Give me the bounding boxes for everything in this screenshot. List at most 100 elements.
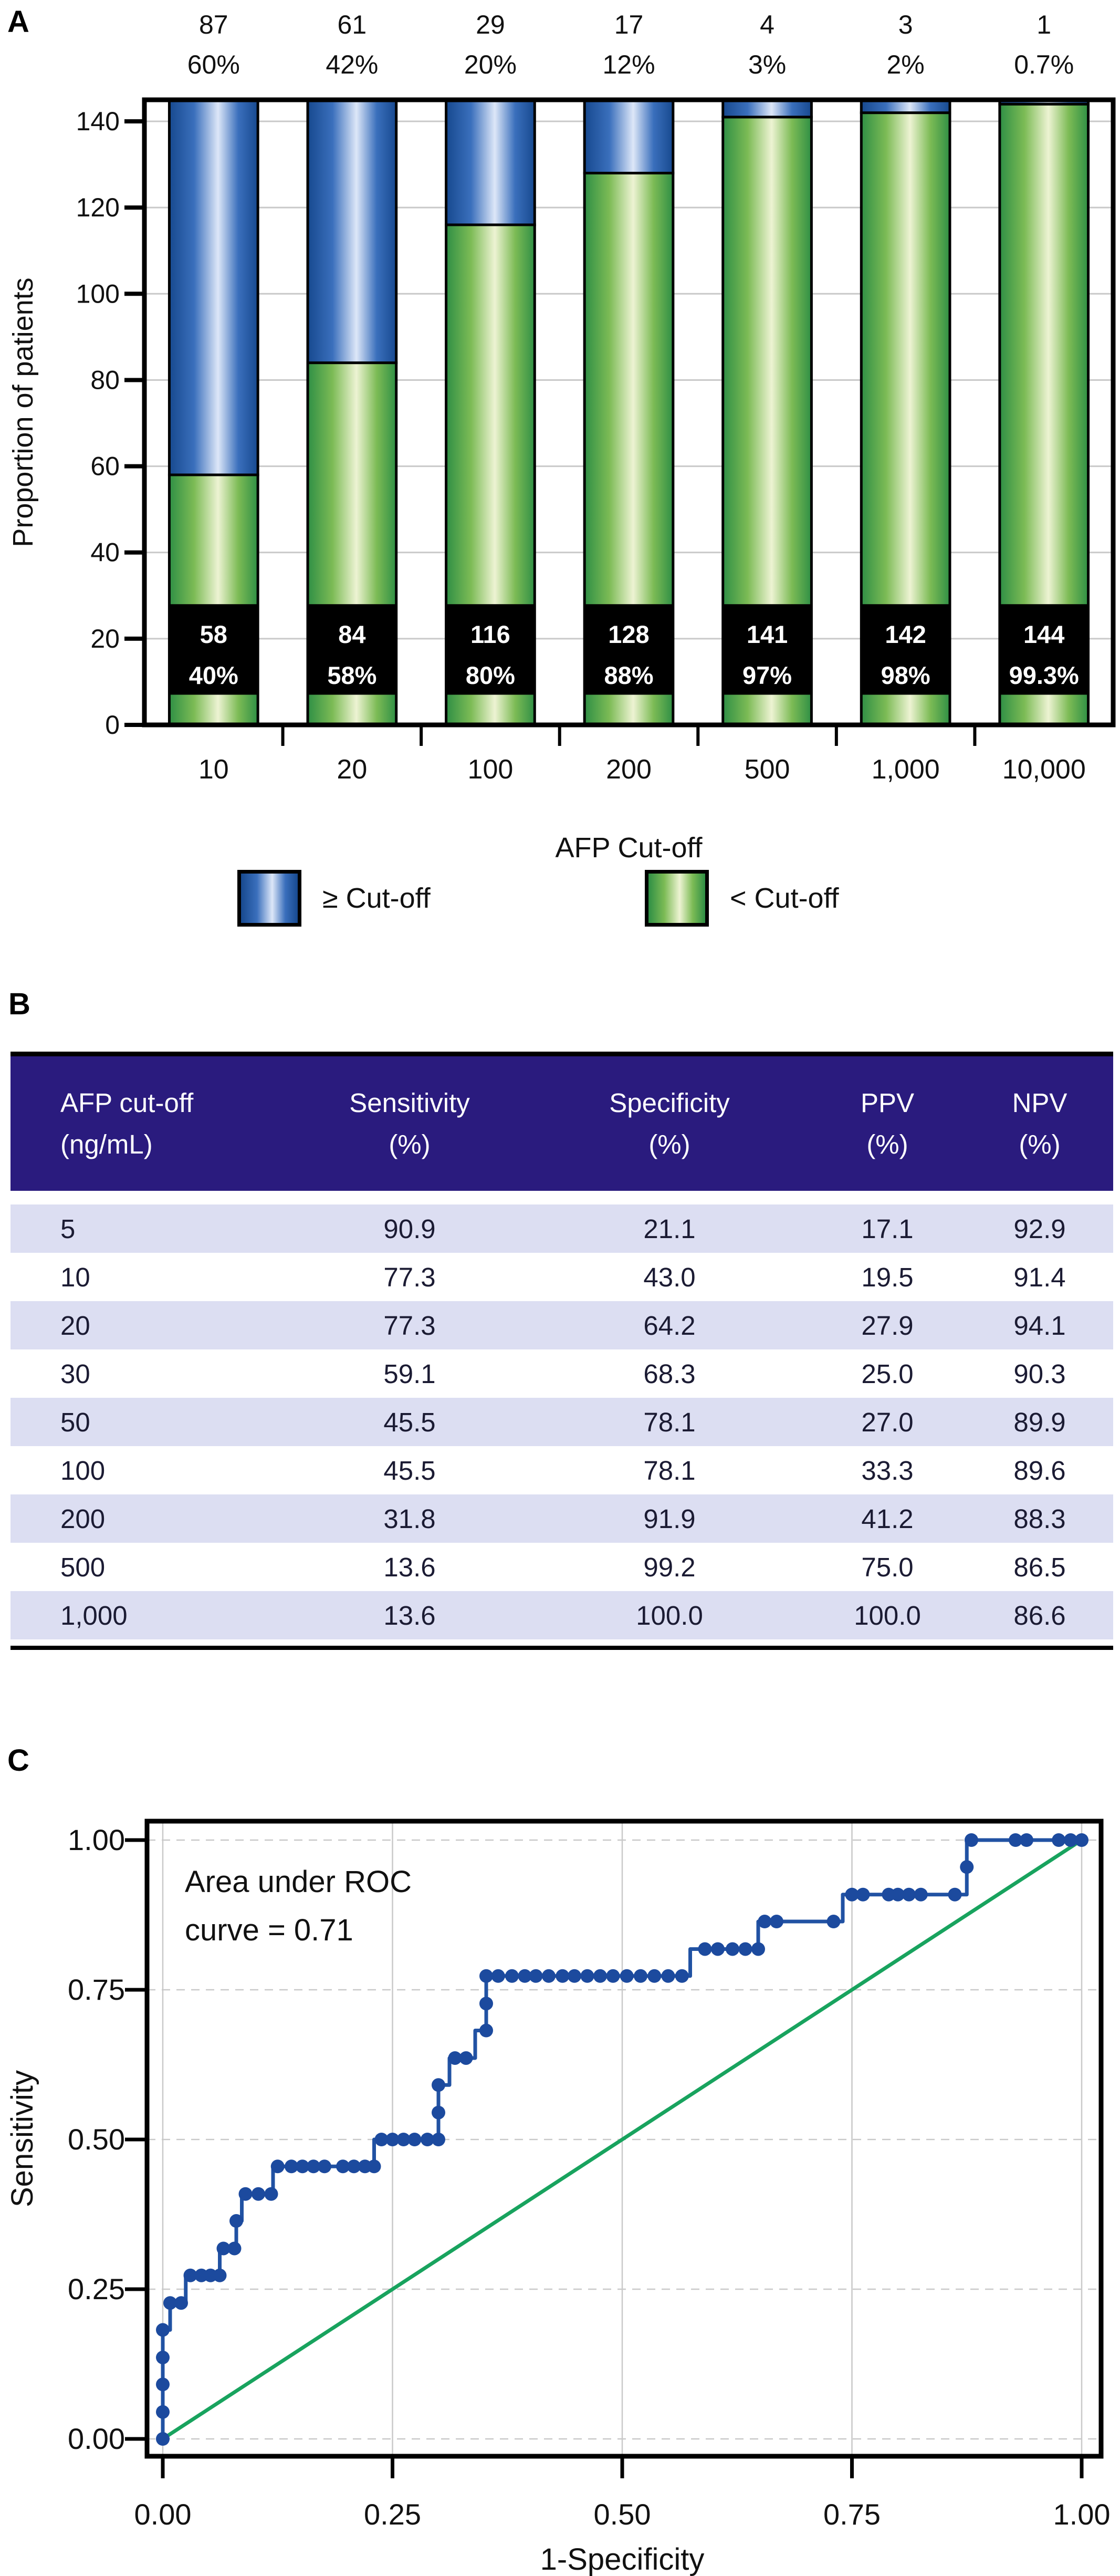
roc-data-point <box>1009 1833 1022 1847</box>
x-tick-label: 0.75 <box>823 2498 881 2531</box>
x-tick-label: 10,000 <box>1002 754 1086 785</box>
bar-count-label: 84 <box>338 620 365 648</box>
table-cell: 90.3 <box>1013 1358 1066 1389</box>
table-cell: 91.9 <box>643 1503 696 1534</box>
table-cell: 91.4 <box>1013 1262 1066 1292</box>
table-cell: 100.0 <box>636 1600 703 1630</box>
reference-diagonal-line <box>162 1838 1083 2440</box>
table-cell: 64.2 <box>643 1310 696 1341</box>
above-bar-percent: 60% <box>187 50 240 79</box>
x-tick-label: 10 <box>198 754 229 785</box>
roc-data-point <box>856 1887 870 1902</box>
panel-c-label: C <box>7 1743 29 1778</box>
x-tick-label: 200 <box>606 754 652 785</box>
table-header-line: (%) <box>866 1129 908 1159</box>
table-cell: 75.0 <box>861 1552 914 1582</box>
above-bar-count: 3 <box>898 10 913 39</box>
above-bar-percent: 12% <box>602 50 655 79</box>
table-cell: 77.3 <box>383 1310 436 1341</box>
auc-annotation-line1: Area under ROC <box>185 1865 412 1899</box>
roc-data-point <box>726 1942 739 1956</box>
table-row: 5 90.9 21.1 17.1 92.9 <box>11 1204 1113 1253</box>
y-tick-label: 0.00 <box>68 2422 125 2455</box>
table-cell: 31.8 <box>383 1503 436 1534</box>
x-tick-label: 0.25 <box>364 2498 421 2531</box>
bar-value-box <box>169 604 258 695</box>
table-cell: 89.9 <box>1013 1407 1066 1437</box>
roc-data-point <box>163 2296 177 2310</box>
table-cell: 77.3 <box>383 1262 436 1292</box>
table-cell: 27.0 <box>861 1407 914 1437</box>
roc-data-point <box>270 2159 285 2174</box>
roc-data-point <box>1020 1833 1033 1847</box>
x-tick-label: 0.00 <box>134 2498 192 2531</box>
table-header-cell: Sensitivity (%) <box>263 1082 557 1165</box>
legend-label-lt-cutoff: < Cut-off <box>730 882 839 914</box>
roc-data-point <box>1075 1833 1088 1847</box>
table-header-row: AFP cut-off (ng/mL) Sensitivity (%) Specific… <box>11 1056 1113 1191</box>
above-bar-count: 17 <box>614 10 644 39</box>
y-tick-label: 0.25 <box>68 2272 125 2305</box>
roc-data-point <box>156 2405 170 2419</box>
roc-data-point <box>432 2133 445 2146</box>
plot-frame <box>142 97 1116 728</box>
bar-count-label: 128 <box>608 620 649 648</box>
table-cell: 86.5 <box>1013 1552 1066 1582</box>
bar-value-box <box>584 604 673 695</box>
roc-data-point <box>227 2241 242 2256</box>
panel-a-label: A <box>7 5 29 39</box>
y-axis-title: Sensitivity <box>5 2070 39 2207</box>
table-cell: 13.6 <box>383 1552 436 1582</box>
table-cell: 100 <box>60 1455 106 1486</box>
roc-data-point <box>156 2350 170 2364</box>
y-axis-title: Proportion of patients <box>7 277 39 547</box>
y-tick-label: 100 <box>76 279 120 308</box>
legend-swatch-blue <box>237 870 301 927</box>
roc-data-point <box>252 2187 265 2201</box>
legend-swatch-green <box>645 870 709 927</box>
table-row: 30 59.1 68.3 25.0 90.3 <box>11 1349 1113 1398</box>
roc-data-point <box>285 2159 298 2174</box>
bar-count-label: 144 <box>1023 620 1064 648</box>
above-bar-percent: 0.7% <box>1014 50 1074 79</box>
roc-data-point <box>518 1969 532 1983</box>
table-cell: 45.5 <box>383 1407 436 1437</box>
table-cell: 20 <box>60 1310 90 1341</box>
y-tick-label: 120 <box>76 193 120 222</box>
roc-data-point <box>407 2133 422 2146</box>
bar-percent-label: 40% <box>189 661 238 689</box>
roc-data-point <box>421 2133 434 2146</box>
table-cell: 13.6 <box>383 1600 436 1630</box>
table-header-line: Specificity <box>609 1087 730 1118</box>
bar-value-box <box>308 604 396 695</box>
above-bar-count: 1 <box>1037 10 1051 39</box>
table-header-cell: PPV (%) <box>782 1082 992 1165</box>
roc-data-point <box>542 1969 556 1983</box>
table-body: 5 90.9 21.1 17.1 92.9 10 77.3 43.0 19.5 91.4 20 77.… <box>11 1204 1113 1639</box>
bar-segment-ge-cutoff <box>583 98 675 175</box>
roc-data-point <box>174 2296 188 2310</box>
table-cell: 68.3 <box>643 1358 696 1389</box>
roc-data-point <box>891 1887 905 1902</box>
roc-data-point <box>580 1969 594 1983</box>
y-tick-label: 1.00 <box>68 1823 125 1856</box>
table-cell: 500 <box>60 1552 106 1582</box>
roc-data-point <box>1052 1833 1066 1847</box>
panel-b-label: B <box>8 987 30 1021</box>
table-cell: 21.1 <box>643 1213 696 1244</box>
bar-value-box <box>999 604 1088 695</box>
table-cell: 19.5 <box>861 1262 914 1292</box>
roc-data-point <box>751 1942 765 1956</box>
table-header-line: PPV <box>860 1087 915 1118</box>
roc-data-point <box>758 1915 772 1929</box>
roc-data-point <box>1064 1833 1077 1847</box>
roc-data-point <box>698 1942 712 1956</box>
y-tick-label: 80 <box>90 365 120 394</box>
bar-segment-ge-cutoff <box>306 98 398 365</box>
table-header-line: (%) <box>648 1129 690 1159</box>
bar-value-box <box>723 604 812 695</box>
bar-percent-label: 97% <box>742 661 792 689</box>
y-tick-label: 0.75 <box>68 1973 125 2006</box>
above-bar-percent: 3% <box>748 50 786 79</box>
